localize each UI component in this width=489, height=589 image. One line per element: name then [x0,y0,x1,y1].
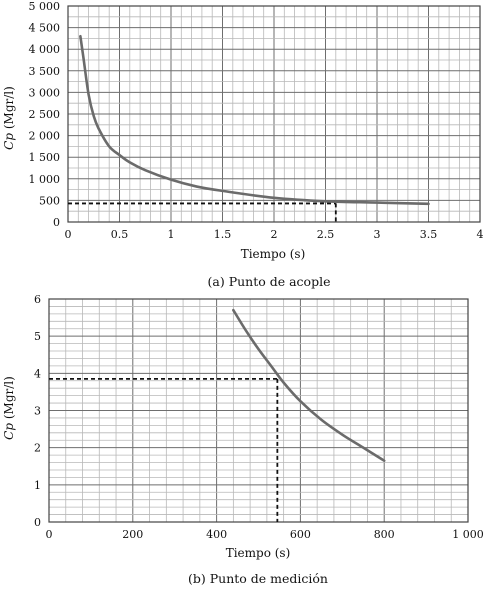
chart-caption: (a) Punto de acople [208,274,331,289]
y-tick-label: 1 000 [29,173,61,186]
y-tick-label: 4 000 [29,43,61,56]
tick-labels: 0 0.5 1 1.5 2 2.5 3 3.5 4 0 500 1 000 1 500 2 000 2 50… [29,0,484,241]
chart-punto-de-medicion: 0 200 400 600 800 1 000 0 1 2 3 4 5 6 Cp (Mgr/l) Tie… [2,295,484,586]
x-tick-label: 600 [290,528,311,541]
x-tick-label: 400 [206,528,227,541]
x-tick-label: 1.5 [214,228,232,241]
y-tick-label: 3 000 [29,86,61,99]
x-tick-label: 2 [271,228,278,241]
x-tick-label: 2.5 [317,228,335,241]
y-tick-label: 2 500 [29,108,61,121]
y-tick-label: 500 [39,194,60,207]
x-tick-label: 1 [168,228,175,241]
series-line [79,34,430,206]
x-tick-label: 3 [374,228,381,241]
x-tick-label: 200 [122,528,143,541]
y-tick-label: 6 [34,295,41,306]
y-tick-label: 4 [34,367,41,380]
y-tick-label: 4 500 [29,22,61,35]
x-tick-label: 0 [65,228,72,241]
x-tick-label: 4 [477,228,484,241]
y-tick-label: 3 [34,405,41,418]
tick-labels: 0 200 400 600 800 1 000 0 1 2 3 4 5 6 [34,295,484,541]
y-tick-label: 1 [34,479,41,492]
series-line [232,308,386,462]
series [79,34,430,206]
y-tick-label: 0 [53,216,60,229]
x-tick-label: 0 [46,528,53,541]
chart-caption: (b) Punto de medición [188,571,328,586]
y-tick-label: 1 500 [29,151,61,164]
y-axis-label: Cp (Mgr/l) [2,376,16,440]
x-tick-label: 1 000 [452,528,484,541]
x-tick-label: 3.5 [420,228,438,241]
x-axis-label: Tiempo (s) [241,247,306,261]
y-tick-label: 5 000 [29,0,61,13]
reference-lines [68,202,337,222]
x-axis-label: Tiempo (s) [226,546,291,560]
plot-border [67,5,481,223]
y-tick-label: 2 000 [29,130,61,143]
y-tick-label: 5 [34,330,41,343]
grid [48,298,469,523]
chart-punto-de-acople: 0 0.5 1 1.5 2 2.5 3 3.5 4 0 500 1 000 1 500 2 000 2 50… [2,0,484,289]
x-tick-label: 800 [374,528,395,541]
reference-lines [49,378,279,522]
y-tick-label: 2 [34,442,41,455]
y-tick-label: 3 500 [29,65,61,78]
series [232,308,386,462]
y-axis-label: Cp (Mgr/l) [2,86,16,150]
y-tick-label: 0 [34,516,41,529]
plot-border [48,298,469,523]
x-tick-label: 0.5 [111,228,129,241]
grid [67,5,481,223]
